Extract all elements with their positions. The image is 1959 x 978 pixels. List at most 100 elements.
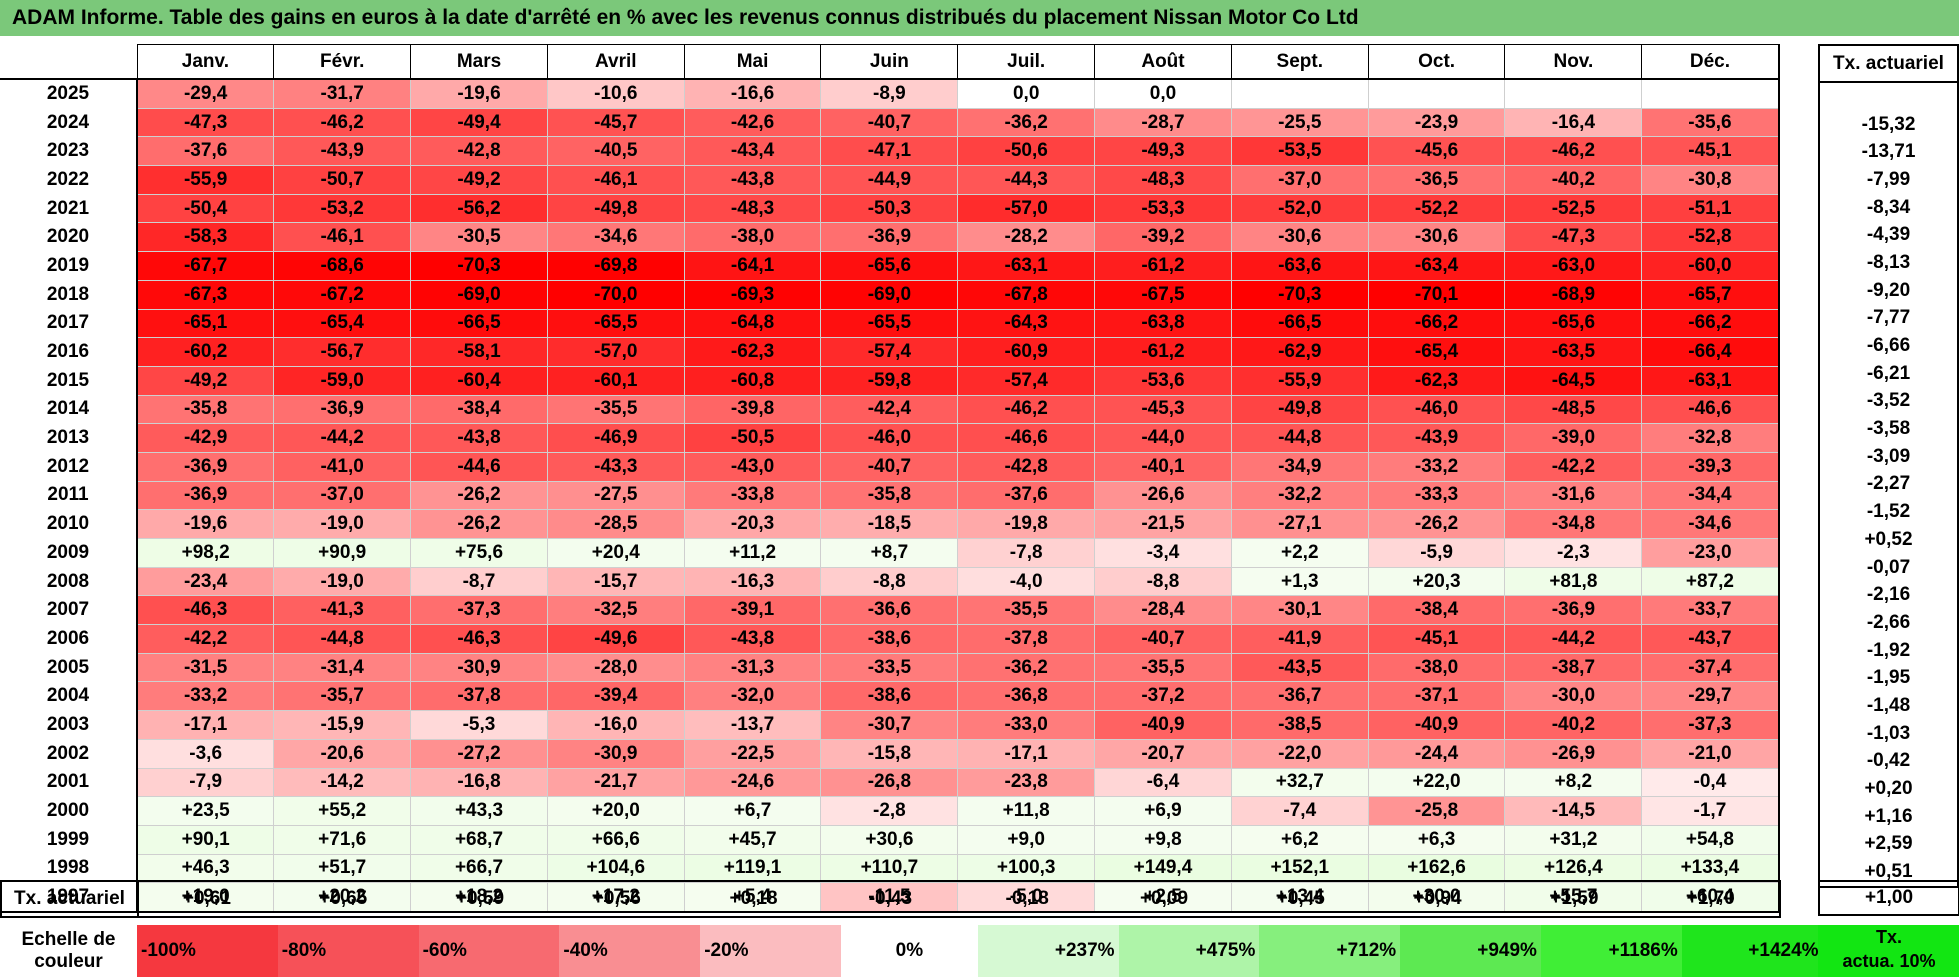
row-year: 2014 [0,395,138,424]
gain-cell: -46,1 [546,165,685,195]
gain-cell: -0,4 [1641,767,1780,798]
color-scale: Echelle de couleur -100% -80% -60% -40% -20%… [0,925,1823,977]
gain-cell: -28,5 [546,509,685,539]
row-year: 2022 [0,165,138,195]
color-scale-swatch: +712% [1259,925,1401,977]
gain-cell: -64,3 [957,308,1096,339]
gain-cell: -16,6 [683,78,822,109]
gain-cell: +81,8 [1504,566,1643,597]
gain-cell: -20,7 [1094,738,1232,769]
month-header-6: Juin [820,44,959,80]
row-year: 1999 [0,825,138,855]
gain-cell: -39,8 [683,394,822,425]
gain-cell: -23,9 [1367,107,1506,138]
gain-cell: -37,8 [957,624,1096,654]
gain-cell: -19,6 [410,78,548,109]
gain-cell: -2,3 [1504,538,1643,568]
gain-cell: -57,4 [957,365,1096,396]
gain-cell: -8,8 [1094,566,1232,597]
row-year: 2023 [0,136,138,166]
gains-table: Janv. Févr. Mars Avril Mai Juin Juil. Août Sept.… [0,44,1780,913]
row-year: 2009 [0,538,138,568]
table-row: 2007 -46,3 -41,3 -37,3 -32,5 -39,1 -36,6 -35,5-… [0,595,1780,626]
gain-cell: +23,5 [136,796,275,826]
gain-cell: -50,6 [957,136,1096,167]
gain-cell: -26,2 [1367,509,1506,539]
gain-cell: -17,1 [136,710,275,740]
gain-cell: -42,6 [683,107,822,138]
table-row: 2000 +23,5 +55,2 +43,3 +20,0 +6,7 -2,8 +11,8 +6,… [0,796,1780,826]
gain-cell: +55,2 [273,796,412,826]
tx-actuariel-cell: -7,99 [1818,166,1959,194]
tx-actuariel-cell: -3,58 [1818,415,1959,443]
report-title: ADAM Informe. Table des gains en euros à… [0,0,1959,36]
gain-cell: -33,8 [683,480,822,511]
gain-cell: -19,6 [136,509,275,539]
gain-cell: -20,6 [273,738,412,769]
gain-cell: -65,6 [820,251,959,281]
gain-cell: +100,3 [957,853,1096,884]
gain-cell: -60,0 [1641,251,1780,281]
gain-cell: -67,8 [957,279,1096,310]
gain-cell: -49,4 [410,107,548,138]
color-scale-label-line1: Echelle de [21,929,116,950]
gain-cell: -8,9 [820,78,959,109]
gain-cell: -70,3 [1230,279,1369,310]
gain-cell: -30,1 [1230,595,1369,626]
gain-cell: -50,7 [273,165,412,195]
gain-cell: -46,3 [410,624,548,654]
color-scale-swatch: +475% [1118,925,1260,977]
gain-cell: +2,2 [1230,538,1369,568]
gain-cell: -8,7 [410,566,548,597]
gain-cell: -68,6 [273,251,412,281]
gain-cell: -51,1 [1641,193,1780,224]
gain-cell: -46,2 [957,394,1096,425]
gain-cell: -59,0 [273,365,412,396]
gain-cell: +11,2 [683,538,822,568]
gain-cell: -46,0 [1367,394,1506,425]
gain-cell: +149,4 [1094,853,1232,884]
table-row: 2020 -58,3 -46,1 -30,5 -34,6 -38,0 -36,9 -28,2-… [0,222,1780,253]
tx-actuariel-cell: -9,20 [1818,276,1959,305]
color-scale-swatch: -40% [559,925,701,977]
color-scale-label-line2: couleur [34,951,103,972]
gain-cell: -20,3 [683,509,822,539]
tx-actuariel-cell: -0,07 [1818,553,1959,582]
gain-cell: -26,6 [1094,480,1232,511]
row-year: 2016 [0,337,138,367]
gain-cell: +6,7 [683,796,822,826]
gain-cell: -46,6 [957,423,1096,453]
row-year: 2004 [0,681,138,711]
gain-cell: -31,3 [683,652,822,683]
month-header-8: Août [1094,44,1232,80]
gain-cell: -36,9 [820,222,959,253]
gain-cell: -38,0 [1367,652,1506,683]
color-scale-swatch: 0% [840,925,978,977]
gain-cell: -21,0 [1641,738,1780,769]
gain-cell: +152,1 [1230,853,1369,884]
gain-cell: -34,9 [1230,451,1369,482]
gain-cell: -53,3 [1094,193,1232,224]
gain-cell: -53,6 [1094,365,1232,396]
gain-cell: +6,3 [1367,824,1506,855]
gain-cell: -38,4 [1367,595,1506,626]
gain-cell: -59,8 [820,365,959,396]
row-year: 2021 [0,194,138,223]
color-scale-label: Echelle de couleur [0,925,137,977]
gain-cell: -32,5 [546,595,685,626]
gain-cell: -30,0 [1504,681,1643,712]
tx-actuariel-cell: -1,48 [1818,692,1959,720]
gain-cell: -35,6 [1641,107,1780,138]
gain-cell: -44,8 [1230,423,1369,453]
gain-cell: -35,8 [820,480,959,511]
tx-actuariel-cell: -2,27 [1818,470,1959,499]
tx-actuariel-header: Tx. actuariel [1818,44,1959,83]
gain-cell: -52,5 [1504,193,1643,224]
gain-cell: -30,7 [820,710,959,740]
gain-cell [1230,78,1369,109]
gain-cell: -36,9 [1504,595,1643,626]
month-header-2: Févr. [273,44,412,80]
gain-cell: -32,2 [1230,480,1369,511]
gain-cell: -26,9 [1504,738,1643,769]
gain-cell: -35,5 [546,394,685,425]
